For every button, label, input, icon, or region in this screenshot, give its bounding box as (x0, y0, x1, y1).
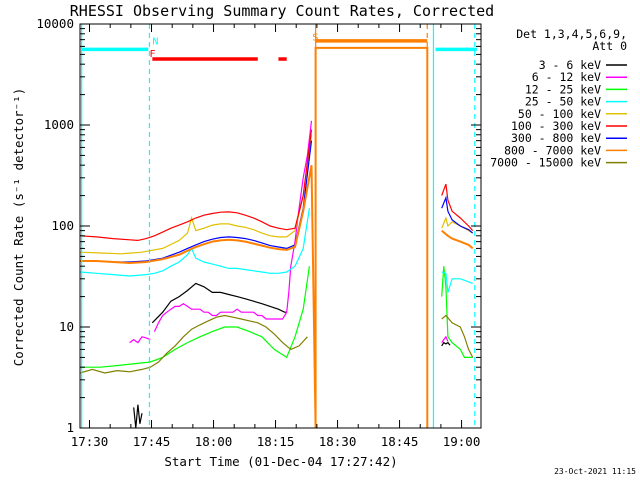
flags-layer: NF S (81, 24, 477, 428)
legend-label-8: 800 - 7000 keV (504, 143, 601, 157)
y-tick-label-2: 10 (59, 319, 74, 334)
series-3-line-2 (441, 266, 473, 358)
axes-layer: 17:30 17:45 18:00 18:15 18:30 18:45 19:00 1 10 10… (36, 16, 481, 449)
legend-header-1: Det 1,3,4,5,6,9, (516, 27, 627, 41)
series-4-line-2 (441, 271, 473, 293)
y-tick-label-4: 1000 (44, 117, 74, 132)
legend-label-1: 3 - 6 keV (539, 58, 601, 72)
series-2-line-2 (153, 120, 313, 332)
y-axis-label: Corrected Count Rate (s⁻¹ detector⁻¹) (11, 88, 26, 366)
series-1-line-1 (133, 404, 143, 429)
series-1 (133, 282, 451, 429)
series-1-line-2 (151, 282, 287, 324)
series-2-line-3 (441, 335, 449, 343)
x-tick-label-1: 17:30 (71, 434, 109, 449)
series-9 (79, 314, 474, 374)
timestamp: 23-Oct-2021 11:15 (554, 467, 636, 476)
series-8-line-2 (441, 229, 474, 250)
series-7 (80, 140, 474, 263)
series-3-line-1 (80, 266, 310, 368)
series-6-line-1 (79, 129, 313, 242)
series-4-line-1 (79, 208, 310, 277)
series-9-line-2 (441, 314, 474, 358)
x-tick-label-2: 17:45 (133, 434, 171, 449)
legend-header-2: Att 0 (592, 39, 627, 53)
series-6 (79, 129, 474, 242)
series-2 (129, 120, 449, 344)
x-tick-label-6: 18:45 (381, 434, 419, 449)
series-1-line-3 (441, 341, 451, 347)
y-tick-label-3: 100 (51, 218, 74, 233)
x-tick-label-3: 18:00 (195, 434, 233, 449)
x-axis-label: Start Time (01-Dec-04 17:27:42) (164, 454, 397, 469)
x-tick-label-5: 18:30 (319, 434, 357, 449)
plot-frame (79, 23, 482, 429)
x-tick-label-4: 18:15 (257, 434, 295, 449)
y-tick-label-1: 1 (66, 420, 74, 435)
legend-label-2: 6 - 12 keV (532, 70, 601, 84)
legend-label-6: 100 - 300 keV (511, 119, 601, 133)
legend-label-5: 50 - 100 keV (518, 107, 601, 121)
legend-label-9: 7000 - 15000 keV (490, 156, 601, 170)
series-5-line-1 (79, 134, 313, 255)
series-4 (79, 208, 473, 293)
series-8-line-1 (80, 46, 429, 429)
series-5 (79, 134, 474, 255)
series-5-line-2 (441, 216, 474, 234)
legend-label-4: 25 - 50 keV (525, 95, 601, 109)
chart-title: RHESSI Observing Summary Count Rates, Co… (70, 2, 494, 20)
x-tick-label-7: 19:00 (443, 434, 481, 449)
series-6-line-2 (441, 183, 474, 231)
legend-label-3: 12 - 25 keV (525, 82, 601, 96)
flag-letter-2: F (149, 49, 155, 60)
series-2-line-1 (129, 336, 151, 344)
flag-letter-1: N (152, 36, 158, 47)
series-7-line-2 (441, 195, 474, 234)
y-tick-label-5: 10000 (36, 16, 74, 31)
series-3 (80, 266, 473, 368)
series-8 (80, 46, 474, 429)
legend-label-7: 300 - 800 keV (511, 131, 601, 145)
flag-letter-3: S (312, 32, 318, 43)
series-7-line-1 (80, 140, 313, 263)
series-9-line-1 (79, 314, 308, 374)
series-layer (79, 46, 474, 429)
